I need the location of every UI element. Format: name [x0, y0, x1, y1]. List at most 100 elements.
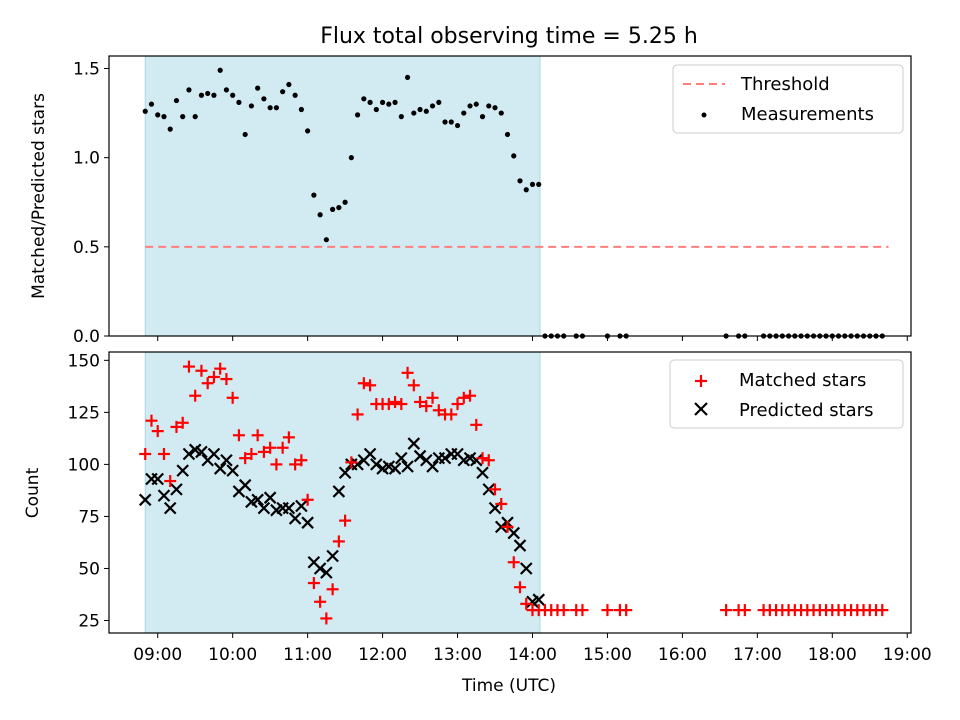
measurement-point: [173, 97, 180, 104]
bottom-legend-matched-swatch: [695, 375, 707, 387]
matched-star-point: [457, 391, 470, 404]
top-y-tick-label: 0.5: [73, 238, 100, 258]
predicted-star-point: [282, 501, 296, 515]
measurement-point: [511, 153, 517, 159]
measurement-point: [230, 92, 236, 98]
measurement-point: [373, 106, 379, 113]
measurement-point: [330, 206, 336, 212]
matched-star-point: [214, 362, 227, 375]
matched-star-point: [220, 373, 233, 386]
matched-star-point: [414, 395, 427, 408]
x-tick-label: 11:00: [283, 645, 332, 665]
measurement-point: [273, 105, 279, 111]
predicted-star-point: [313, 562, 327, 575]
measurement-point: [248, 103, 255, 109]
matched-star-point: [601, 604, 614, 617]
matched-star-point: [176, 416, 189, 429]
predicted-star-point: [251, 493, 264, 507]
measurement-point: [436, 99, 442, 105]
measurement-point: [305, 128, 311, 134]
x-tick-label: 13:00: [433, 645, 482, 665]
measurement-point: [454, 122, 461, 129]
measurement-point: [386, 101, 392, 107]
matched-star-point: [557, 604, 570, 617]
bottom-observing-window: [144, 351, 541, 634]
x-tick-label: 10:00: [208, 645, 257, 665]
measurement-point: [205, 90, 211, 97]
matched-star-point: [738, 604, 751, 617]
predicted-star-point: [320, 566, 333, 579]
matched-star-point: [182, 360, 195, 373]
measurement-point: [180, 114, 186, 120]
measurement-point: [211, 92, 217, 98]
measurement-point: [242, 131, 248, 138]
bottom-y-tick-label: 50: [78, 559, 100, 579]
matched-star-point: [332, 535, 345, 548]
matched-star-point: [320, 612, 333, 625]
matched-star-point: [270, 458, 283, 471]
matched-star-point: [470, 418, 483, 431]
bottom-y-tick-label: 100: [68, 455, 100, 475]
measurement-point: [398, 114, 404, 120]
predicted-star-point: [163, 501, 177, 515]
predicted-star-point: [151, 472, 164, 486]
top-y-tick-label: 1.5: [73, 59, 100, 79]
matched-star-point: [389, 395, 402, 408]
bottom-y-tick-label: 150: [68, 351, 100, 371]
predicted-star-point: [519, 562, 533, 575]
matched-star-point: [495, 497, 508, 510]
measurement-point: [348, 155, 354, 161]
predicted-star-point: [395, 451, 408, 465]
predicted-star-point: [170, 483, 183, 496]
x-tick-label: 14:00: [508, 645, 557, 665]
predicted-star-point: [413, 449, 427, 463]
top-legend: Threshold Measurements: [672, 64, 904, 134]
predicted-star-point: [326, 549, 339, 563]
matched-star-point: [170, 420, 183, 433]
top-axes: 0.0 0.5 1.0 1.5 Matched/Predicted stars Thr…: [29, 55, 912, 347]
measurement-point: [461, 110, 467, 116]
matched-star-point: [276, 441, 289, 454]
predicted-star-point: [138, 493, 152, 507]
matched-star-point: [326, 583, 339, 596]
top-legend-threshold-label: Threshold: [740, 74, 830, 95]
measurement-point: [479, 114, 486, 120]
matched-star-point: [245, 447, 258, 460]
matched-star-point: [407, 379, 420, 392]
bottom-y-tick-label: 75: [78, 507, 100, 527]
predicted-star-point: [238, 478, 252, 492]
measurement-point: [298, 106, 304, 113]
predicted-star-point: [476, 466, 489, 480]
predicted-star-point: [182, 447, 196, 461]
predicted-star-point: [195, 445, 208, 459]
matched-star-point: [301, 493, 314, 506]
chart-title: Flux total observing time = 5.25 h: [320, 24, 698, 49]
measurement-point: [217, 67, 223, 73]
predicted-star-point: [288, 512, 302, 525]
predicted-star-point: [513, 539, 527, 552]
matched-star-point: [513, 581, 526, 594]
predicted-star-point: [157, 489, 171, 502]
measurement-point: [198, 92, 205, 98]
measurement-point: [161, 114, 167, 120]
predicted-star-point: [438, 451, 452, 465]
measurement-point: [186, 87, 192, 93]
bottom-legend-box: [669, 359, 904, 429]
predicted-star-point: [263, 491, 277, 504]
matched-star-point: [351, 408, 364, 421]
matched-star-point: [201, 377, 214, 390]
matched-star-point: [364, 379, 377, 392]
matched-star-point: [382, 398, 395, 411]
measurement-point: [236, 99, 242, 105]
matched-star-point: [432, 404, 445, 417]
bottom-legend-predicted-swatch: [694, 402, 708, 416]
predicted-star-point: [338, 466, 352, 480]
predicted-star-point: [257, 501, 271, 515]
predicted-star-point: [220, 453, 233, 467]
bottom-legend: Matched stars Predicted stars: [669, 359, 904, 429]
predicted-star-point: [295, 499, 308, 513]
measurement-point: [167, 126, 173, 132]
matched-star-point: [426, 391, 439, 404]
matched-star-point: [357, 377, 370, 390]
predicted-star-point: [207, 447, 221, 461]
